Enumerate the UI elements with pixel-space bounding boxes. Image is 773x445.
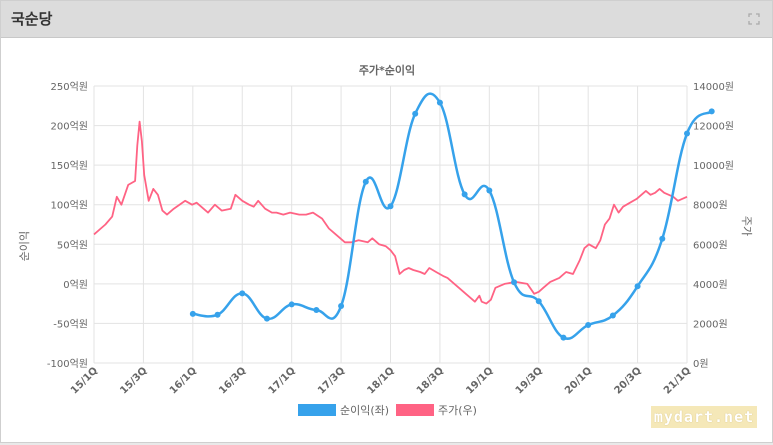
x-tick-label: 18/3Q [415, 365, 446, 396]
y-left-tick-label: 250억원 [51, 81, 89, 93]
profit-point[interactable] [313, 306, 320, 313]
x-tick-label: 19/3Q [514, 365, 545, 396]
profit-point[interactable] [609, 312, 616, 319]
y-left-tick-label: 50억원 [57, 239, 88, 251]
y-right-tick-label: 4000원 [693, 279, 728, 291]
y-left-tick-label: 100억원 [51, 200, 89, 212]
x-ticks: 15/1Q 15/3Q 16/1Q 16/3Q 17/1Q 17/3Q 18/1Q 18/3Q… [69, 365, 693, 396]
y-right-tick-label: 10000원 [693, 160, 734, 172]
profit-point[interactable] [239, 290, 246, 297]
y-left-ticks: 250억원 200억원 150억원 100억원 50억원 0억원 -50억원 -100억원 [47, 81, 88, 370]
series-price [93, 120, 688, 305]
x-tick-label: 16/3Q [217, 365, 248, 396]
legend-label-profit[interactable]: 순이익(좌) [340, 404, 389, 417]
profit-point[interactable] [189, 310, 196, 317]
profit-point[interactable] [535, 298, 542, 305]
price-line [93, 120, 688, 305]
legend-label-price[interactable]: 주가(우) [438, 404, 477, 417]
profit-point[interactable] [634, 283, 641, 290]
x-tick-label: 20/3Q [613, 365, 644, 396]
y-left-tick-label: 200억원 [51, 121, 89, 133]
price-profit-chart: 주가*순이익 250억원 200억원 150억원 100억원 50억원 0억원 -50억원 -… [18, 63, 753, 417]
y-right-label: 주가 [740, 216, 753, 236]
y-right-tick-label: 8000원 [693, 200, 728, 212]
x-tick-label: 16/1Q [168, 365, 199, 396]
profit-point[interactable] [461, 191, 468, 198]
profit-point[interactable] [263, 315, 270, 322]
profit-point[interactable] [338, 303, 345, 310]
y-left-label: 순이익 [18, 231, 31, 261]
series-profit [189, 92, 715, 341]
profit-point[interactable] [412, 110, 419, 117]
x-tick-label: 15/1Q [69, 365, 100, 396]
watermark: mydart.net [651, 406, 757, 428]
x-tick-label: 18/1Q [365, 365, 396, 396]
profit-point[interactable] [362, 178, 369, 185]
grid-lines [93, 85, 688, 364]
y-right-tick-label: 2000원 [693, 318, 728, 330]
y-left-tick-label: 0억원 [63, 279, 88, 291]
profit-point[interactable] [708, 108, 715, 115]
legend-swatch-price[interactable] [396, 404, 434, 416]
x-tick-label: 15/3Q [118, 365, 149, 396]
profit-point[interactable] [436, 99, 443, 106]
x-tick-label: 21/1Q [662, 365, 693, 396]
profit-point[interactable] [560, 334, 567, 341]
x-tick-label: 19/1Q [464, 365, 495, 396]
y-right-tick-label: 0원 [693, 358, 709, 370]
x-tick-label: 17/3Q [316, 365, 347, 396]
chart-title: 주가*순이익 [359, 63, 415, 77]
profit-point[interactable] [511, 279, 518, 286]
y-right-ticks: 14000원 12000원 10000원 8000원 6000원 4000원 2000원 0원 [693, 81, 734, 370]
x-tick-label: 17/1Q [267, 365, 298, 396]
y-right-tick-label: 14000원 [693, 81, 734, 93]
profit-point[interactable] [288, 301, 295, 308]
profit-line [192, 92, 713, 340]
profit-point[interactable] [214, 311, 221, 318]
profit-point[interactable] [585, 322, 592, 329]
legend: 순이익(좌) 주가(우) [298, 404, 477, 417]
x-tick-label: 20/1Q [563, 365, 594, 396]
profit-point[interactable] [684, 130, 690, 137]
panel-title: 국순당 [11, 10, 53, 28]
profit-point[interactable] [486, 187, 493, 194]
panel-header: 국순당 [1, 1, 772, 38]
profit-point[interactable] [659, 235, 666, 242]
y-left-tick-label: -50억원 [53, 318, 88, 330]
legend-swatch-profit[interactable] [298, 404, 336, 416]
profit-point[interactable] [387, 203, 394, 210]
expand-icon[interactable] [748, 13, 760, 25]
y-left-tick-label: -100억원 [47, 358, 88, 370]
y-right-tick-label: 12000원 [693, 121, 734, 133]
y-right-tick-label: 6000원 [693, 239, 728, 251]
y-left-tick-label: 150억원 [51, 160, 89, 172]
